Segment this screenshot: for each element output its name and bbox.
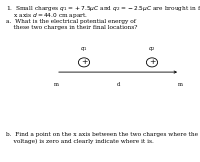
Text: 1.  Small charges $q_1 = +7.5\mu C$ and $q_2 = -2.5\mu C$ are brought in from in: 1. Small charges $q_1 = +7.5\mu C$ and $…	[6, 4, 200, 13]
Text: x axis $d = 44.0$ cm apart.: x axis $d = 44.0$ cm apart.	[6, 11, 88, 20]
Text: b.  Find a point on the x axis between the two charges where the electric potent: b. Find a point on the x axis between th…	[6, 132, 200, 144]
Text: $q_1$: $q_1$	[80, 45, 88, 53]
Text: d: d	[116, 82, 120, 87]
Text: m: m	[54, 82, 59, 87]
Text: a.  What is the electrical potential energy of
    these two charges in their fi: a. What is the electrical potential ener…	[6, 19, 137, 30]
Text: m: m	[178, 82, 182, 87]
Text: $q_2$: $q_2$	[148, 45, 156, 53]
Text: +: +	[81, 58, 87, 66]
Text: +: +	[149, 58, 155, 66]
